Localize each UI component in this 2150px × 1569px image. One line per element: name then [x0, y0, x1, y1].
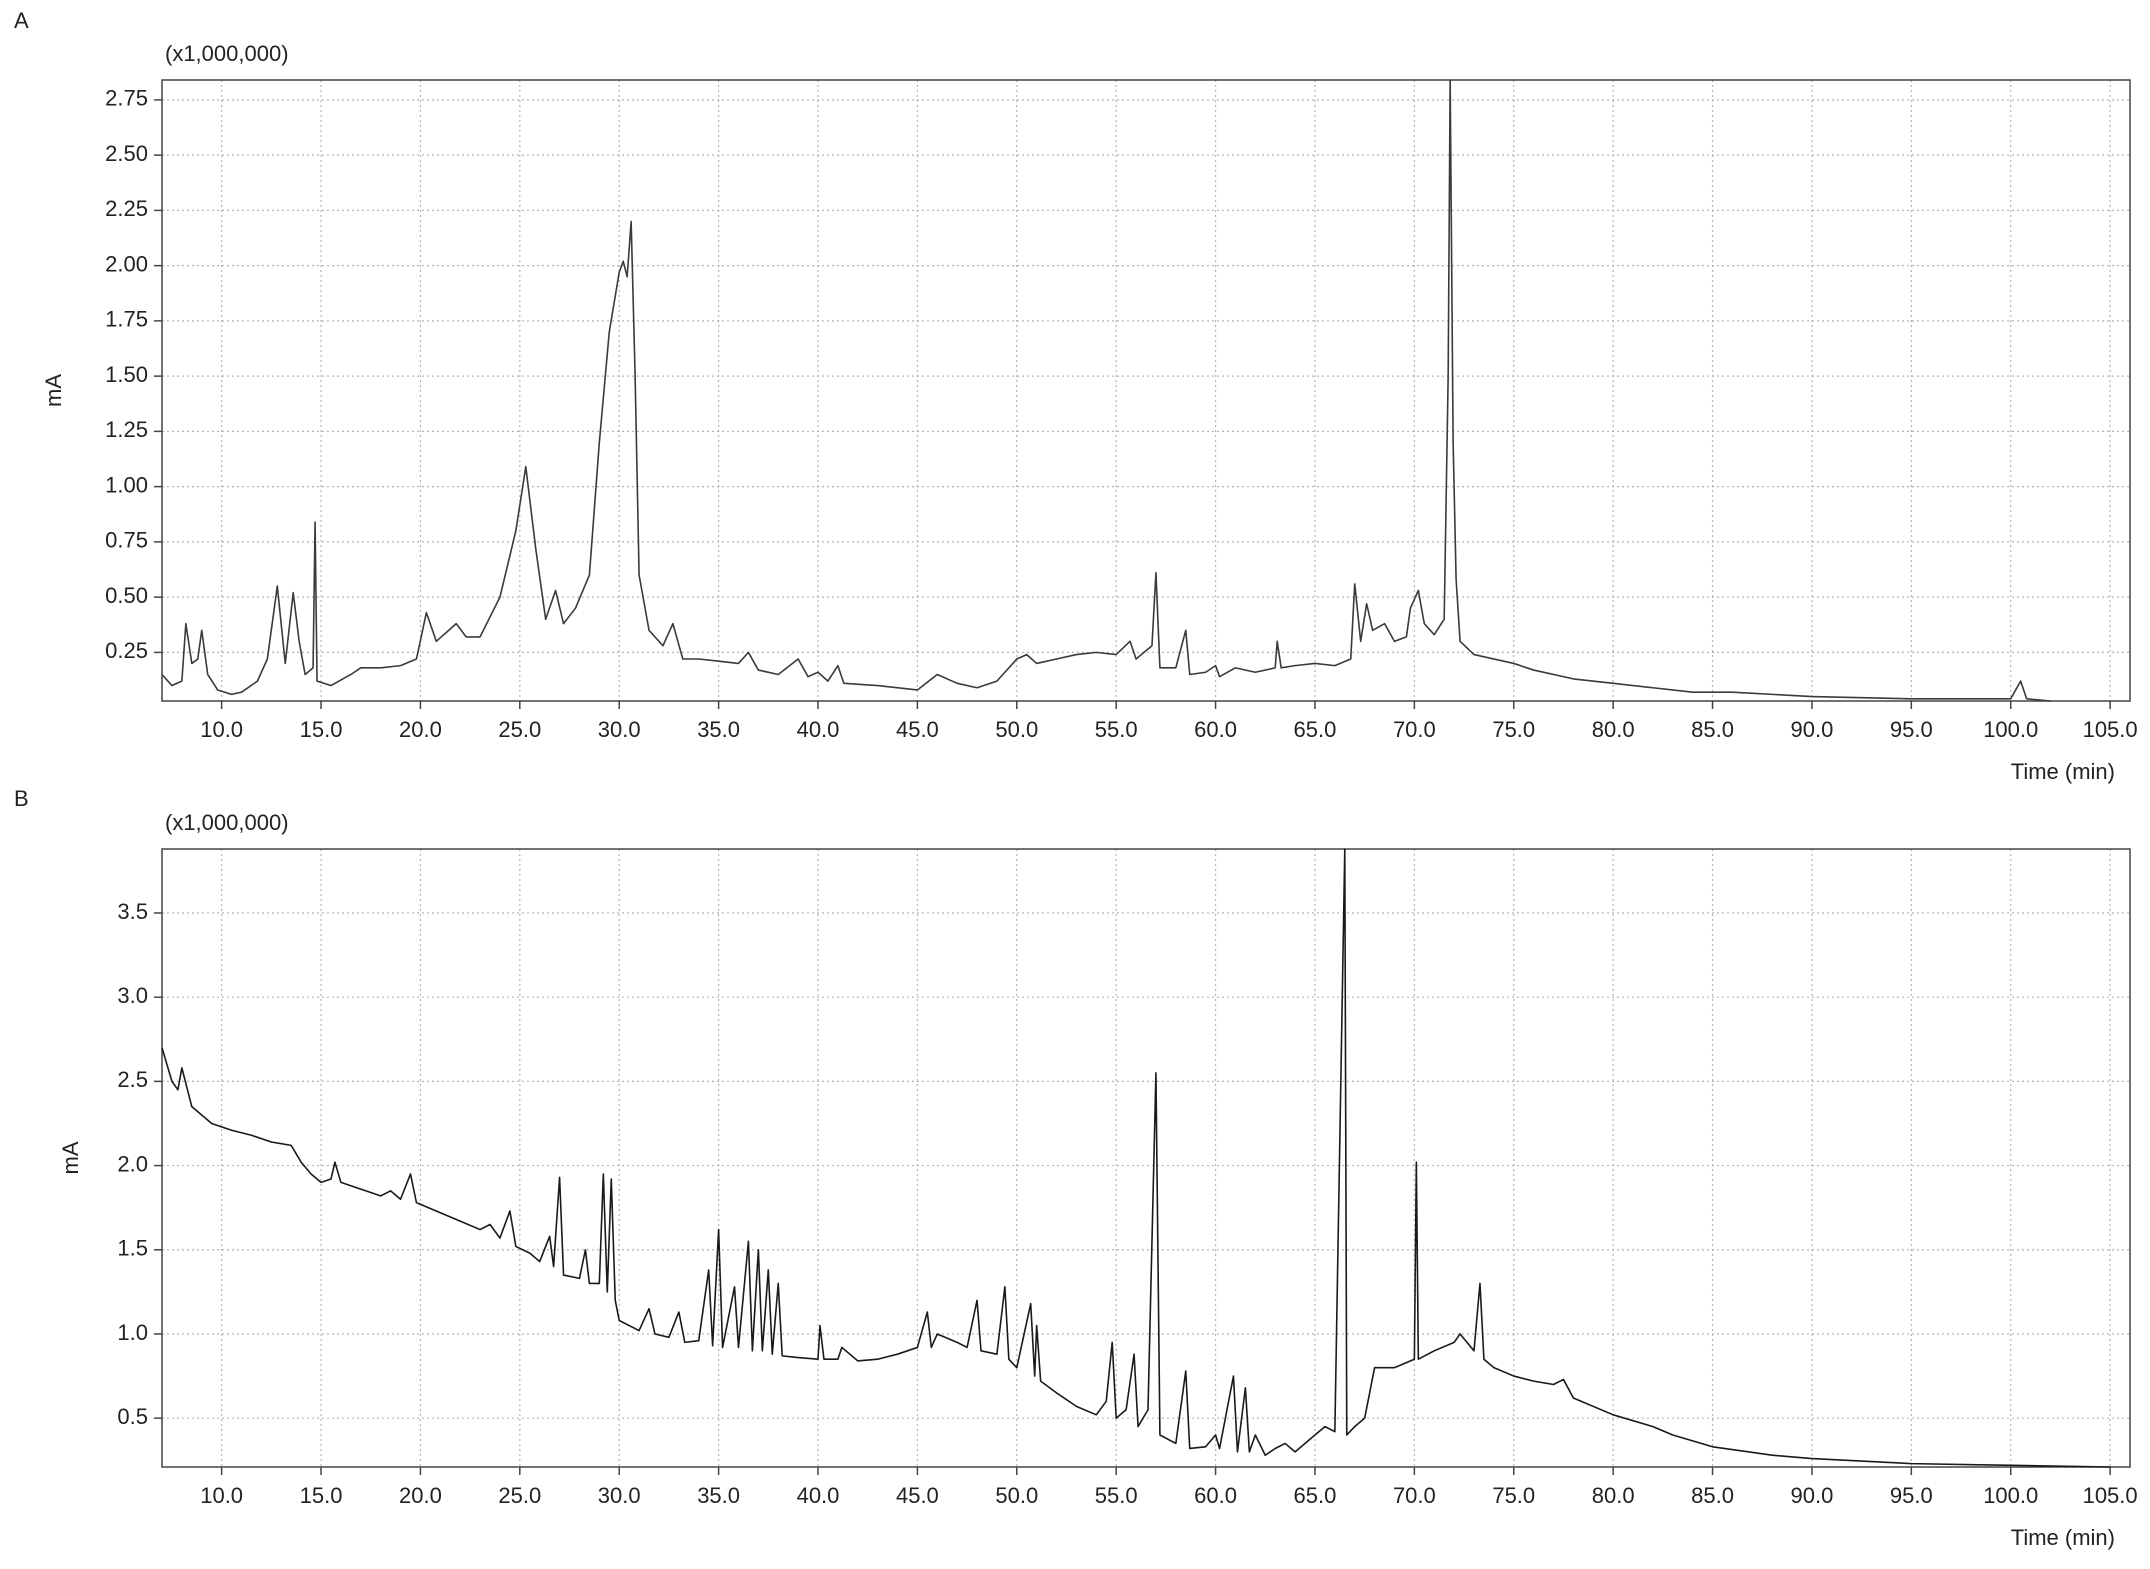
x-tick-label: 55.0: [1095, 717, 1138, 742]
panel-label: A: [14, 8, 29, 33]
x-tick-label: 15.0: [300, 717, 343, 742]
x-tick-label: 80.0: [1592, 717, 1635, 742]
y-tick-label: 0.25: [105, 638, 148, 663]
multiplier-label: (x1,000,000): [165, 810, 289, 835]
x-tick-label: 85.0: [1691, 717, 1734, 742]
x-tick-label: 55.0: [1095, 1483, 1138, 1508]
x-tick-label: 30.0: [598, 717, 641, 742]
x-tick-label: 50.0: [995, 717, 1038, 742]
x-tick-label: 20.0: [399, 1483, 442, 1508]
x-tick-label: 50.0: [995, 1483, 1038, 1508]
y-tick-label: 0.5: [117, 1404, 148, 1429]
x-tick-label: 15.0: [300, 1483, 343, 1508]
x-tick-label: 30.0: [598, 1483, 641, 1508]
y-axis-label: mA: [41, 374, 66, 407]
y-tick-label: 2.00: [105, 251, 148, 276]
chart-panel: A (x1,000,000) mA Time (min) 10.0 15.0 20.0 25.…: [14, 8, 2138, 784]
x-axis-label: Time (min): [2011, 759, 2115, 784]
x-tick-label: 45.0: [896, 717, 939, 742]
x-tick-label: 10.0: [200, 717, 243, 742]
plot-frame: [161, 848, 2131, 1468]
y-tick-label: 2.75: [105, 86, 148, 111]
plot-frame: [161, 79, 2131, 702]
chart-panel: B (x1,000,000) mA Time (min) 10.0 15.0 20.0 25.…: [14, 786, 2138, 1550]
y-tick-label: 1.25: [105, 417, 148, 442]
y-tick-label: 1.0: [117, 1320, 148, 1345]
x-tick-label: 35.0: [697, 1483, 740, 1508]
x-tick-label: 60.0: [1194, 1483, 1237, 1508]
y-tick-label: 3.5: [117, 899, 148, 924]
x-tick-label: 25.0: [498, 717, 541, 742]
x-tick-label: 35.0: [697, 717, 740, 742]
x-tick-label: 75.0: [1492, 717, 1535, 742]
x-tick-label: 70.0: [1393, 1483, 1436, 1508]
y-tick-label: 0.50: [105, 583, 148, 608]
x-tick-label: 80.0: [1592, 1483, 1635, 1508]
panel-label: B: [14, 786, 29, 811]
x-tick-label: 65.0: [1294, 717, 1337, 742]
y-tick-label: 1.75: [105, 307, 148, 332]
x-tick-label: 45.0: [896, 1483, 939, 1508]
y-tick-label: 1.50: [105, 362, 148, 387]
x-tick-label: 10.0: [200, 1483, 243, 1508]
x-tick-label: 70.0: [1393, 717, 1436, 742]
y-tick-label: 2.5: [117, 1067, 148, 1092]
y-tick-label: 1.00: [105, 472, 148, 497]
y-tick-label: 2.25: [105, 196, 148, 221]
x-tick-label: 105.0: [2083, 717, 2138, 742]
trace-line: [161, 848, 2111, 1468]
trace-line: [161, 79, 2051, 702]
x-tick-label: 95.0: [1890, 717, 1933, 742]
x-tick-label: 40.0: [797, 717, 840, 742]
multiplier-label: (x1,000,000): [165, 41, 289, 66]
x-tick-label: 85.0: [1691, 1483, 1734, 1508]
x-tick-label: 95.0: [1890, 1483, 1933, 1508]
x-tick-label: 65.0: [1294, 1483, 1337, 1508]
y-tick-label: 3.0: [117, 983, 148, 1008]
x-tick-label: 100.0: [1983, 1483, 2038, 1508]
y-tick-label: 1.5: [117, 1236, 148, 1261]
y-axis-label: mA: [58, 1141, 83, 1174]
x-tick-label: 20.0: [399, 717, 442, 742]
x-tick-label: 105.0: [2083, 1483, 2138, 1508]
x-tick-label: 60.0: [1194, 717, 1237, 742]
x-axis-label: Time (min): [2011, 1525, 2115, 1550]
x-tick-label: 75.0: [1492, 1483, 1535, 1508]
x-tick-label: 40.0: [797, 1483, 840, 1508]
y-tick-label: 0.75: [105, 528, 148, 553]
x-tick-label: 25.0: [498, 1483, 541, 1508]
x-tick-label: 90.0: [1791, 717, 1834, 742]
y-tick-label: 2.50: [105, 141, 148, 166]
x-tick-label: 90.0: [1791, 1483, 1834, 1508]
x-tick-label: 100.0: [1983, 717, 2038, 742]
y-tick-label: 2.0: [117, 1151, 148, 1176]
